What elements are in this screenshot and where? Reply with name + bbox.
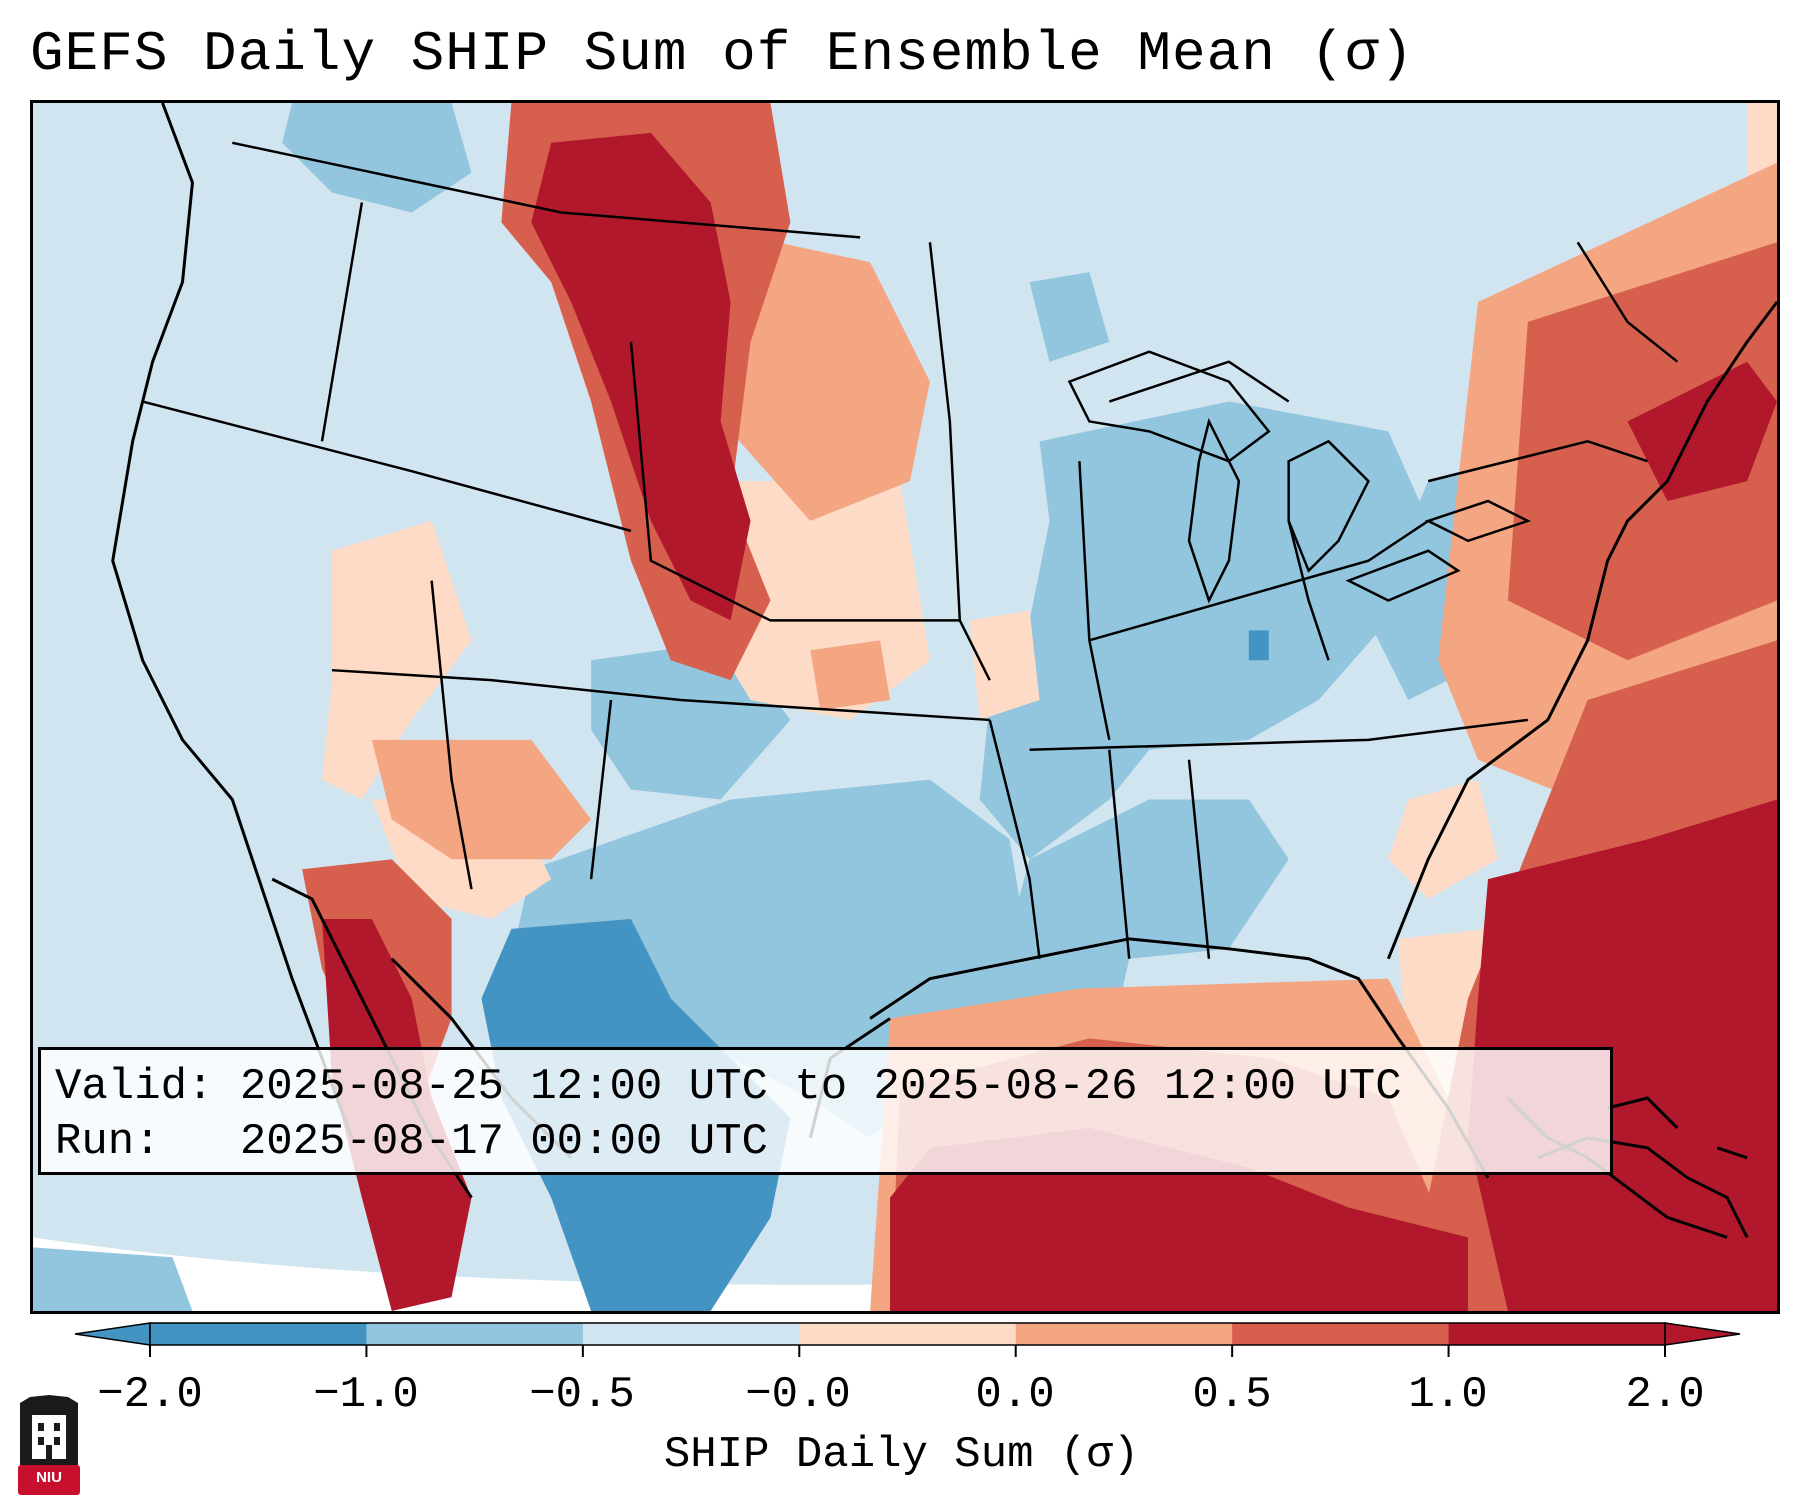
- colorbar-extend-max: [1664, 1322, 1741, 1346]
- info-box: Valid: 2025-08-25 12:00 UTC to 2025-08-2…: [38, 1047, 1613, 1175]
- colorbar-segment: [1448, 1323, 1666, 1345]
- valid-time-text: Valid: 2025-08-25 12:00 UTC to 2025-08-2…: [55, 1062, 1402, 1112]
- run-time-text: Run: 2025-08-17 00:00 UTC: [55, 1117, 768, 1167]
- niu-logo-text: NIU: [36, 1469, 62, 1486]
- colorbar-segment: [1232, 1323, 1450, 1345]
- great-lakes: [1067, 350, 1532, 604]
- colorbar-tick-label: 1.0: [1408, 1370, 1488, 1420]
- map-title: GEFS Daily SHIP Sum of Ensemble Mean (σ): [30, 22, 1415, 86]
- state-borders: [142, 141, 1679, 959]
- colorbar-segment: [150, 1323, 367, 1345]
- colorbar-segment: [582, 1323, 800, 1345]
- colorbar-tick-label: −2.0: [97, 1370, 203, 1420]
- colorbar-segment: [366, 1323, 584, 1345]
- niu-logo: [18, 1395, 80, 1495]
- colorbar-tick-label: 2.0: [1625, 1370, 1705, 1420]
- colorbar: [74, 1322, 1741, 1357]
- colorbar-segment: [799, 1323, 1017, 1345]
- colorbar-segment: [1015, 1323, 1233, 1345]
- colorbar-tick-label: −1.0: [313, 1370, 419, 1420]
- colorbar-tick-label: 0.5: [1192, 1370, 1272, 1420]
- colorbar-extend-min: [74, 1322, 151, 1346]
- colorbar-tick-label: 0.0: [975, 1370, 1055, 1420]
- colorbar-tick-label: −0.0: [745, 1370, 851, 1420]
- colorbar-outline: [149, 1322, 1666, 1346]
- colorbar-tick-label: −0.5: [529, 1370, 635, 1420]
- colorbar-label: SHIP Daily Sum (σ): [663, 1430, 1140, 1480]
